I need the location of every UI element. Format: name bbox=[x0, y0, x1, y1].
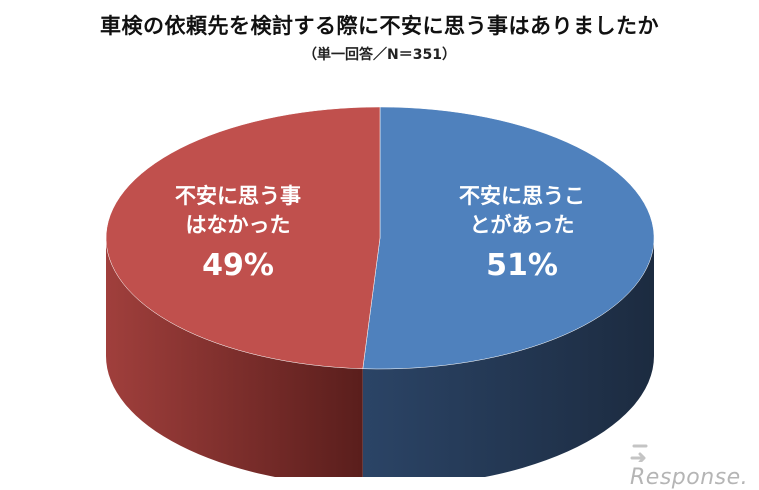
pie-tops bbox=[105, 106, 655, 370]
chart-title: 車検の依頼先を検討する際に不安に思う事はありましたか bbox=[100, 14, 659, 38]
pie-side-1 bbox=[106, 238, 363, 477]
watermark-text: Response. bbox=[630, 465, 749, 490]
slice-value-label-1: 49% bbox=[202, 248, 274, 283]
slice-label-line1-0: 不安に思うこ bbox=[459, 184, 585, 208]
response-watermark: Response. bbox=[630, 440, 759, 490]
slice-label-line2-1: はなかった bbox=[186, 213, 291, 237]
slice-label-line2-0: とがあった bbox=[470, 213, 575, 237]
chart-subtitle: （単一回答／N＝351） bbox=[303, 47, 456, 63]
slice-value-label-0: 51% bbox=[486, 248, 558, 283]
pie-slice-0 bbox=[362, 106, 655, 370]
pie-side-0 bbox=[362, 238, 654, 477]
pie-sides bbox=[106, 238, 654, 477]
response-logo-icon bbox=[630, 444, 648, 462]
slice-label-line1-1: 不安に思う事 bbox=[175, 184, 301, 208]
pie-slice-1 bbox=[105, 106, 381, 369]
